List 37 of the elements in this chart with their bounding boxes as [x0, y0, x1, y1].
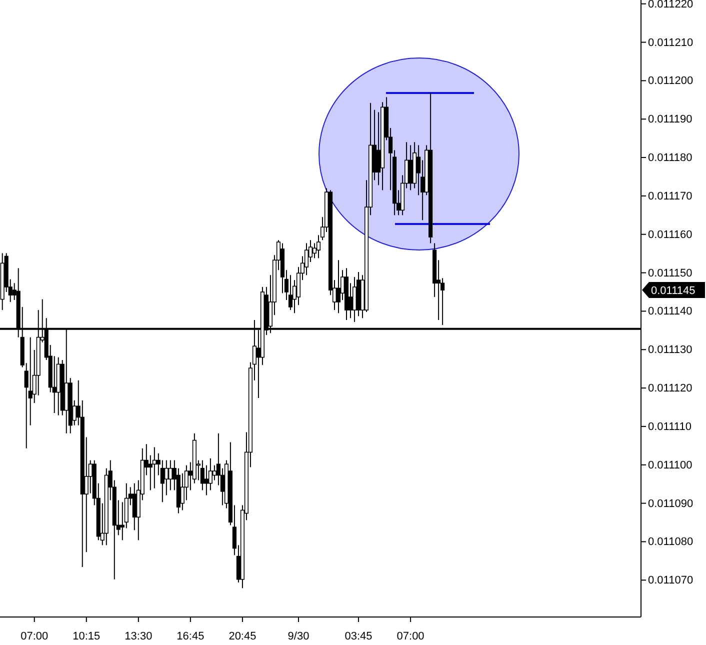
candlestick [204, 464, 208, 496]
candlestick [132, 482, 136, 531]
x-tick-label: 07:00 [396, 630, 424, 642]
y-tick-label: 0.011100 [648, 459, 692, 472]
candlestick [152, 446, 156, 489]
y-tick-label: 0.011150 [648, 267, 692, 280]
x-tick-label: 10:15 [72, 630, 100, 642]
y-tick-label: 0.011190 [648, 114, 692, 126]
y-tick-label: 0.011070 [648, 574, 694, 587]
y-tick-label: 0.011200 [648, 75, 694, 88]
y-tick-label: 0.011220 [648, 0, 694, 10]
y-tick-label: 0.011120 [648, 382, 692, 395]
y-tick-label: 0.011130 [648, 344, 692, 356]
candlestick [212, 464, 216, 481]
y-tick-label: 0.011160 [648, 228, 692, 241]
x-tick-label: 13:30 [124, 630, 152, 642]
x-tick-label: 07:00 [20, 630, 48, 642]
x-tick-label: 16:45 [176, 630, 204, 642]
candlestick [200, 460, 204, 491]
y-tick-label: 0.011210 [648, 36, 694, 49]
candlestick [352, 276, 357, 322]
candlestick [336, 260, 341, 314]
candlestick [168, 460, 172, 491]
y-tick-label: 0.011110 [648, 420, 692, 433]
x-tick-label: 03:45 [344, 630, 372, 642]
candlestick [208, 458, 212, 491]
text: 0.011145 [651, 285, 696, 298]
candlestick [164, 460, 168, 496]
x-tick-label: 20:45 [228, 630, 256, 642]
y-tick-label: 0.011090 [648, 498, 694, 510]
x-tick-label: 9/30 [288, 630, 310, 642]
y-tick-label: 0.011180 [648, 152, 692, 164]
y-tick-label: 0.011140 [648, 306, 692, 318]
candlestick [408, 144, 413, 191]
candlestick [304, 242, 309, 276]
y-tick-label: 0.011170 [648, 190, 692, 202]
y-tick-label: 0.011080 [648, 536, 694, 548]
